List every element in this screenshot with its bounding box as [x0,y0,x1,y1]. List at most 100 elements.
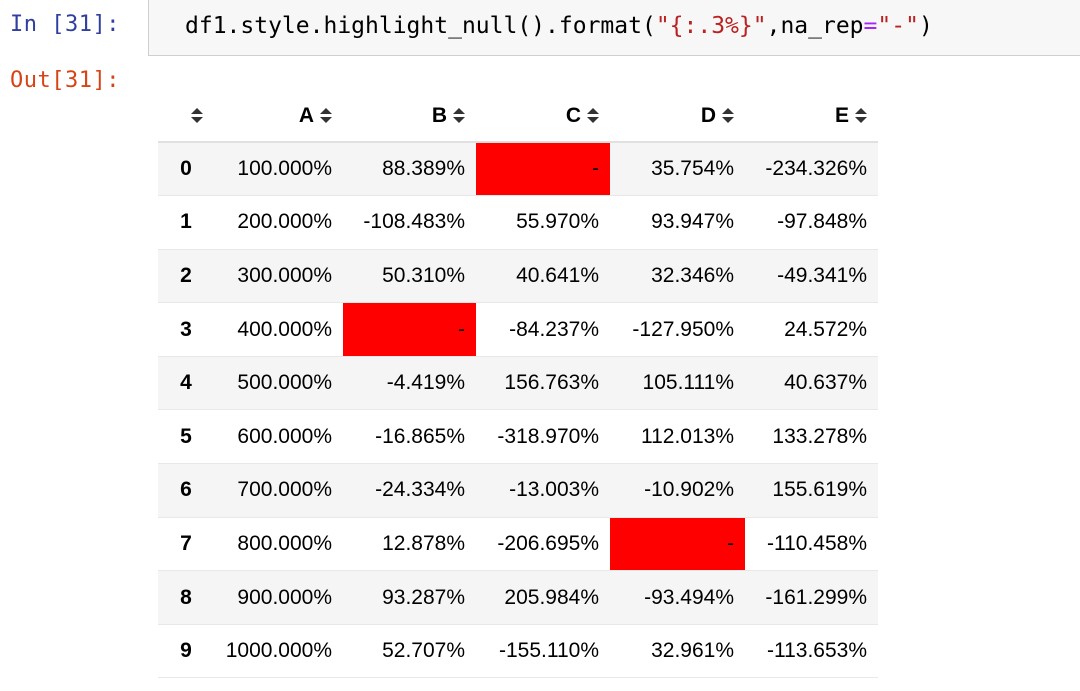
column-header-label: C [565,103,581,127]
row-index: 5 [180,424,192,448]
column-header-b[interactable]: B [343,90,476,143]
table-cell: 24.572% [784,317,867,341]
table-row: 5 600.000% -16.865% -318.970% 112.013% 133.27… [158,410,878,464]
table-cell: 50.310% [382,263,465,287]
table-cell: -108.483% [363,210,465,234]
sort-icon[interactable] [453,107,465,124]
table-cell: 100.000% [237,157,332,181]
sort-icon[interactable] [320,107,332,124]
table-row: 4 500.000% -4.419% 156.763% 105.111% 40.637% [158,356,878,410]
table-cell: 600.000% [237,424,332,448]
row-index: 0 [180,157,192,181]
table-cell: 400.000% [237,317,332,341]
row-index: 1 [180,210,192,234]
column-header-c[interactable]: C [476,90,610,143]
table-cell: 900.000% [237,585,332,609]
table-cell: -4.419% [386,371,465,395]
code-call: df1.style.highlight_null().format( [185,13,656,39]
table-cell: -16.865% [375,424,465,448]
table-cell: 1000.000% [225,639,332,663]
table-cell: -97.848% [777,210,867,234]
table-cell: -127.950% [632,317,734,341]
sort-icon[interactable] [587,107,599,124]
row-index: 9 [180,639,192,663]
row-index: 3 [180,317,192,341]
code-line: df1.style.highlight_null().format("{:.3%… [185,13,933,39]
table-cell: -206.695% [497,531,599,555]
code-na-string: "-" [877,13,919,39]
null-cell: - [476,142,610,196]
null-cell: - [343,302,476,357]
table-cell: 800.000% [237,531,332,555]
table-row: 8 900.000% 93.287% 205.984% -93.494% -161.299… [158,570,878,625]
table-cell: 32.961% [651,639,734,663]
table-cell: 200.000% [237,210,332,234]
index-header[interactable] [158,90,214,143]
table-cell: 133.278% [772,424,867,448]
column-header-e[interactable]: E [745,90,878,143]
dataframe-table: A B C D E 0 100.000% 88.389% -35.754% -234.3… [158,90,878,678]
row-index: 2 [180,263,192,287]
column-header-label: E [834,103,849,127]
table-cell: -161.299% [765,585,867,609]
table-cell: 32.346% [651,263,734,287]
table-cell: 500.000% [237,371,332,395]
table-cell: 93.947% [651,210,734,234]
table-cell: 156.763% [504,371,599,395]
code-format-string: "{:.3%}" [655,13,767,39]
column-header-a[interactable]: A [214,90,343,143]
table-cell: 12.878% [382,531,465,555]
table-cell: -93.494% [644,585,734,609]
code-equals: = [863,13,878,39]
table-row: 9 1000.000% 52.707% -155.110% 32.961% -113.65… [158,624,878,678]
table-cell: -49.341% [777,263,867,287]
column-header-label: B [431,103,447,127]
table-cell: 205.984% [504,585,599,609]
row-index: 4 [180,371,192,395]
table-cell: -13.003% [509,478,599,502]
sort-icon[interactable] [722,107,734,124]
column-header-label: D [700,103,716,127]
sort-icon[interactable] [191,107,203,124]
table-cell: 105.111% [642,371,734,395]
table-body: 0 100.000% 88.389% -35.754% -234.326% 1 200.00… [158,142,878,678]
table-cell: 93.287% [382,585,465,609]
table-row: 6 700.000% -24.334% -13.003% -10.902% 155.619… [158,463,878,518]
table-cell: 155.619% [772,478,867,502]
table-cell: -24.334% [375,478,465,502]
table-cell: -10.902% [644,478,734,502]
code-cell[interactable]: df1.style.highlight_null().format("{:.3%… [148,0,1080,56]
code-arg: ,na_rep [766,13,864,39]
table-row: 1 200.000% -108.483% 55.970% 93.947% -97.848% [158,196,878,250]
table-cell: 52.707% [382,639,465,663]
table-cell: -110.458% [766,531,867,555]
table-row: 0 100.000% 88.389% - 35.754% -234.326% [158,142,878,196]
sort-icon[interactable] [855,107,867,124]
output-prompt: Out[31]: [10,68,120,93]
input-prompt: In [31]: [10,12,120,37]
table-cell: -234.326% [765,157,867,181]
table-cell: -155.110% [498,639,599,663]
table-cell: -84.237% [509,317,599,341]
column-header-label: A [298,103,314,127]
header-row: A B C D E [158,90,878,143]
table-row: 7 800.000% 12.878% -206.695% - -110.458% [158,517,878,571]
null-cell: - [610,517,745,571]
code-close-paren: ) [918,13,933,39]
table-cell: 55.970% [516,210,599,234]
table-cell: 40.637% [784,371,867,395]
table-cell: 88.389% [382,157,465,181]
table-cell: 700.000% [237,478,332,502]
table-cell: 112.013% [640,424,734,448]
row-index: 7 [180,531,192,555]
table-cell: -318.970% [497,424,599,448]
table-cell: 40.641% [516,263,599,287]
table-row: 3 400.000% - -84.237% -127.950% 24.572% [158,302,878,357]
table-cell: 35.754% [651,157,734,181]
column-header-d[interactable]: D [610,90,745,143]
row-index: 6 [180,478,192,502]
table-row: 2 300.000% 50.310% 40.641% 32.346% -49.341% [158,249,878,303]
table-cell: -113.653% [766,639,867,663]
row-index: 8 [180,585,192,609]
table-cell: 300.000% [237,263,332,287]
